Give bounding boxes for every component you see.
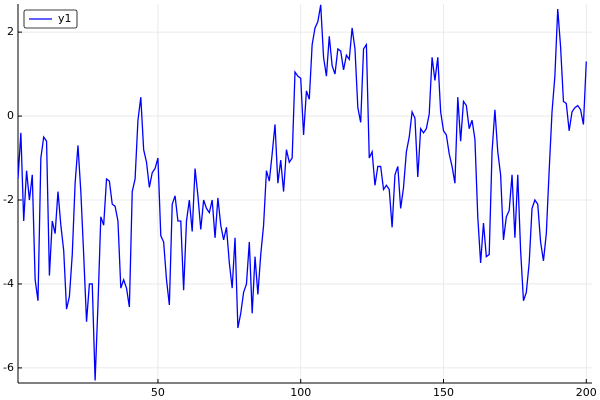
y-tick-label: 0 (7, 109, 14, 122)
x-tick-label: 100 (290, 386, 311, 399)
y-tick-label: -2 (3, 193, 14, 206)
x-tick-label: 150 (433, 386, 454, 399)
line (17, 4, 587, 381)
y-tick-label: -6 (3, 361, 14, 374)
y-tick-label: -4 (3, 277, 14, 290)
x-tick-label: 200 (576, 386, 597, 399)
legend-label: y1 (58, 12, 72, 25)
x-tick-label: 50 (151, 386, 165, 399)
y-tick-label: 2 (7, 25, 14, 38)
